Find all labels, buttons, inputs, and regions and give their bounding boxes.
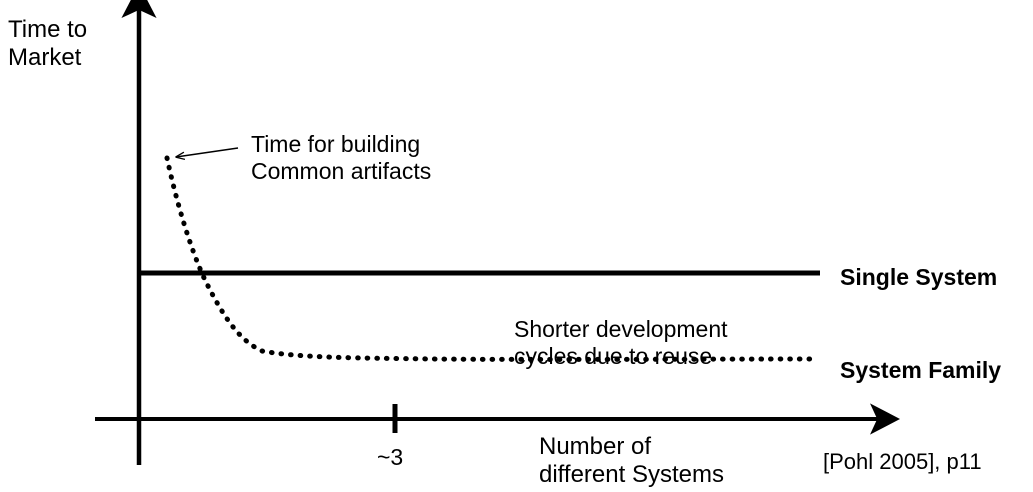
series-label-single-system: Single System [840, 264, 998, 290]
annotation-common-artifacts: Time for building Common artifacts [251, 131, 432, 185]
series-line-system-family [164, 155, 821, 362]
annotation-arrow-common-artifacts [175, 147, 239, 160]
source-citation: [Pohl 2005], p11 [823, 449, 982, 474]
annotation-reuse: Shorter development cycles due to reuse [514, 316, 728, 370]
y-axis-title: Time to Market [8, 16, 88, 72]
series-label-system-family: System Family [840, 357, 1002, 383]
x-axis-title: Number of different Systems [539, 433, 724, 489]
x-axis-tick-label-3: ~3 [377, 444, 404, 470]
